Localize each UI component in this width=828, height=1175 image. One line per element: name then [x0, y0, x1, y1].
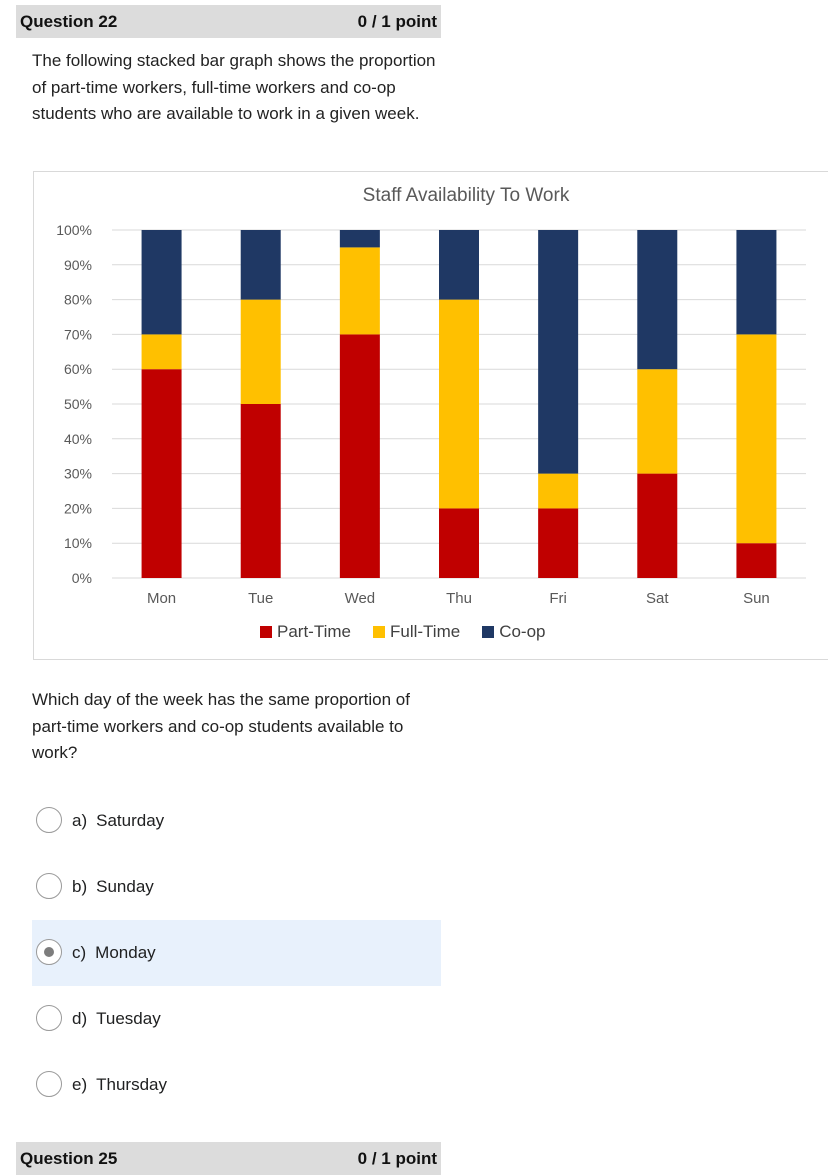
- answer-choices: a) Saturday b) Sunday c) Monday d) Tuesday e) Thu…: [32, 788, 441, 1118]
- answer-choice[interactable]: c) Monday: [32, 920, 441, 986]
- bar-segment: [637, 230, 678, 370]
- bar-segment: [141, 230, 182, 335]
- bar-segment: [240, 230, 281, 300]
- answer-choice[interactable]: a) Saturday: [32, 788, 441, 854]
- y-tick-label: 40%: [64, 431, 92, 447]
- y-tick-label: 30%: [64, 466, 92, 482]
- stacked-bar-chart: Staff Availability To Work 0% 10% 20% 30% 40…: [33, 171, 828, 660]
- choice-letter: e): [72, 1075, 88, 1094]
- y-tick-label: 0%: [72, 570, 92, 586]
- choice-label: Tuesday: [96, 1009, 161, 1028]
- next-question-number: Question 25: [20, 1148, 118, 1168]
- x-tick-label: Tue: [248, 590, 273, 607]
- chart-plot: 0% 10% 20% 30% 40% 50% 60% 70% 80% 90% 100% Mon Tue W…: [56, 222, 806, 607]
- bar-segment: [736, 230, 777, 335]
- x-tick-label: Fri: [549, 590, 567, 607]
- answer-choice[interactable]: e) Thursday: [32, 1052, 441, 1118]
- x-tick-label: Thu: [446, 590, 472, 607]
- choice-label: Saturday: [96, 811, 165, 830]
- radio-button[interactable]: [36, 1005, 62, 1031]
- legend-label: Full-Time: [390, 622, 461, 641]
- y-tick-label: 80%: [64, 292, 92, 308]
- bar-segment: [538, 473, 579, 509]
- question-prompt: Which day of the week has the same propo…: [32, 690, 410, 762]
- answer-choice[interactable]: b) Sunday: [32, 854, 441, 920]
- chart-legend: Part-Time Full-Time Co-op: [260, 622, 546, 642]
- legend-label: Co-op: [499, 622, 546, 641]
- bar-segment: [736, 334, 777, 544]
- choice-letter: d): [72, 1009, 88, 1028]
- radio-button[interactable]: [36, 807, 62, 833]
- y-tick-label: 10%: [64, 535, 92, 551]
- y-tick-label: 100%: [56, 222, 92, 238]
- bar-segment: [141, 369, 182, 578]
- bar-segment: [141, 334, 182, 370]
- question-number: Question 22: [20, 11, 118, 31]
- bar-segment: [736, 543, 777, 578]
- y-tick-label: 90%: [64, 257, 92, 273]
- choice-label: Thursday: [96, 1075, 167, 1094]
- answer-choice[interactable]: d) Tuesday: [32, 986, 441, 1052]
- bar-segment: [637, 369, 678, 474]
- bar-segment: [339, 230, 380, 248]
- bar-segment: [240, 404, 281, 578]
- radio-button[interactable]: [36, 939, 62, 965]
- choice-label: Sunday: [96, 877, 154, 896]
- legend-swatch: [373, 626, 385, 638]
- question-header: Question 22 0 / 1 point: [16, 5, 441, 38]
- bar-segment: [339, 247, 380, 335]
- legend-item: Co-op: [482, 622, 546, 642]
- legend-item: Full-Time: [373, 622, 460, 642]
- bar-segment: [637, 473, 678, 578]
- x-tick-label: Wed: [345, 590, 376, 607]
- next-question-points: 0 / 1 point: [357, 1148, 437, 1168]
- bar-segment: [538, 230, 579, 474]
- y-tick-label: 60%: [64, 361, 92, 377]
- x-tick-label: Sat: [646, 590, 669, 607]
- y-tick-label: 50%: [64, 396, 92, 412]
- bar-segment: [538, 508, 579, 578]
- y-tick-label: 70%: [64, 326, 92, 342]
- choice-letter: a): [72, 811, 88, 830]
- legend-label: Part-Time: [277, 622, 351, 641]
- radio-button[interactable]: [36, 1071, 62, 1097]
- x-tick-label: Mon: [147, 590, 176, 607]
- question-intro: The following stacked bar graph shows th…: [32, 51, 436, 123]
- bar-segment: [439, 299, 479, 509]
- bar-segment: [339, 334, 380, 578]
- x-tick-label: Sun: [743, 590, 770, 607]
- question-points: 0 / 1 point: [357, 11, 437, 31]
- legend-item: Part-Time: [260, 622, 351, 642]
- choice-letter: b): [72, 877, 88, 896]
- choice-label: Monday: [95, 943, 156, 962]
- legend-swatch: [260, 626, 272, 638]
- y-tick-label: 20%: [64, 500, 92, 516]
- bar-segment: [240, 299, 281, 404]
- bar-segment: [439, 230, 479, 300]
- next-question-header: Question 25 0 / 1 point: [16, 1142, 441, 1175]
- chart-title: Staff Availability To Work: [362, 185, 570, 206]
- legend-swatch: [482, 626, 495, 638]
- bar-segment: [439, 508, 479, 578]
- radio-button[interactable]: [36, 873, 62, 899]
- choice-letter: c): [72, 943, 87, 962]
